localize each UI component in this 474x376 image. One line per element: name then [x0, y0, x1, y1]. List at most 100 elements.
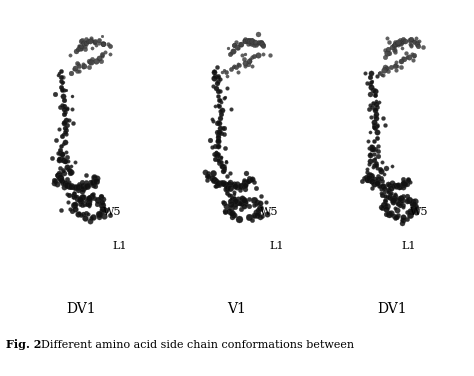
Point: [212, 149, 219, 155]
Point: [217, 159, 224, 165]
Point: [382, 165, 390, 171]
Point: [59, 156, 66, 162]
Point: [389, 199, 396, 205]
Point: [408, 43, 415, 49]
Point: [211, 143, 219, 149]
Point: [248, 176, 255, 182]
Point: [59, 180, 67, 186]
Point: [389, 183, 396, 189]
Point: [373, 135, 380, 141]
Point: [394, 200, 402, 206]
Point: [367, 70, 375, 76]
Point: [233, 181, 241, 187]
Point: [99, 40, 107, 46]
Point: [370, 122, 378, 128]
Point: [214, 73, 221, 79]
Point: [82, 179, 90, 185]
Point: [51, 91, 58, 97]
Point: [250, 202, 258, 208]
Point: [241, 182, 248, 188]
Point: [404, 176, 412, 182]
Point: [390, 213, 397, 219]
Point: [226, 51, 234, 57]
Point: [398, 41, 405, 47]
Point: [95, 211, 103, 217]
Point: [365, 144, 373, 150]
Text: DV1: DV1: [378, 302, 407, 316]
Point: [378, 159, 385, 165]
Point: [234, 200, 241, 206]
Point: [227, 197, 234, 203]
Point: [72, 183, 80, 189]
Point: [379, 192, 386, 198]
Point: [392, 182, 400, 188]
Point: [363, 80, 370, 86]
Point: [85, 58, 93, 64]
Point: [86, 194, 93, 200]
Point: [59, 74, 67, 80]
Point: [60, 119, 68, 125]
Point: [57, 155, 64, 161]
Point: [71, 202, 78, 208]
Point: [62, 87, 70, 93]
Point: [375, 99, 383, 105]
Point: [241, 182, 248, 188]
Point: [229, 212, 237, 218]
Point: [378, 72, 385, 78]
Point: [394, 39, 401, 45]
Point: [404, 177, 412, 183]
Point: [57, 175, 64, 181]
Point: [89, 180, 97, 186]
Point: [66, 167, 74, 173]
Point: [225, 208, 233, 214]
Point: [91, 177, 99, 183]
Point: [50, 177, 57, 183]
Point: [218, 162, 226, 168]
Point: [204, 173, 211, 179]
Point: [55, 157, 63, 163]
Point: [77, 202, 84, 208]
Point: [358, 178, 366, 184]
Point: [219, 168, 227, 174]
Point: [236, 183, 244, 189]
Point: [74, 46, 82, 52]
Point: [83, 200, 91, 206]
Point: [85, 203, 93, 209]
Point: [79, 37, 86, 43]
Point: [257, 39, 264, 45]
Point: [78, 43, 85, 49]
Point: [393, 62, 401, 68]
Point: [220, 131, 228, 137]
Point: [76, 197, 84, 203]
Point: [381, 197, 388, 203]
Point: [377, 174, 385, 180]
Point: [367, 173, 374, 179]
Point: [240, 56, 248, 62]
Point: [227, 202, 234, 208]
Point: [241, 203, 248, 209]
Point: [92, 178, 100, 184]
Point: [394, 40, 401, 46]
Point: [64, 176, 71, 182]
Point: [367, 174, 374, 180]
Point: [407, 36, 415, 42]
Point: [104, 41, 111, 47]
Point: [401, 56, 408, 62]
Point: [85, 202, 93, 208]
Point: [89, 191, 97, 197]
Point: [204, 170, 211, 176]
Point: [234, 44, 241, 50]
Point: [246, 196, 253, 202]
Point: [64, 182, 72, 188]
Point: [75, 43, 82, 49]
Text: L1: L1: [401, 241, 416, 251]
Point: [383, 194, 391, 200]
Point: [366, 152, 374, 158]
Point: [367, 84, 375, 90]
Point: [223, 173, 231, 179]
Point: [256, 214, 264, 220]
Point: [390, 42, 397, 48]
Point: [91, 39, 98, 45]
Point: [59, 93, 67, 99]
Point: [376, 183, 383, 189]
